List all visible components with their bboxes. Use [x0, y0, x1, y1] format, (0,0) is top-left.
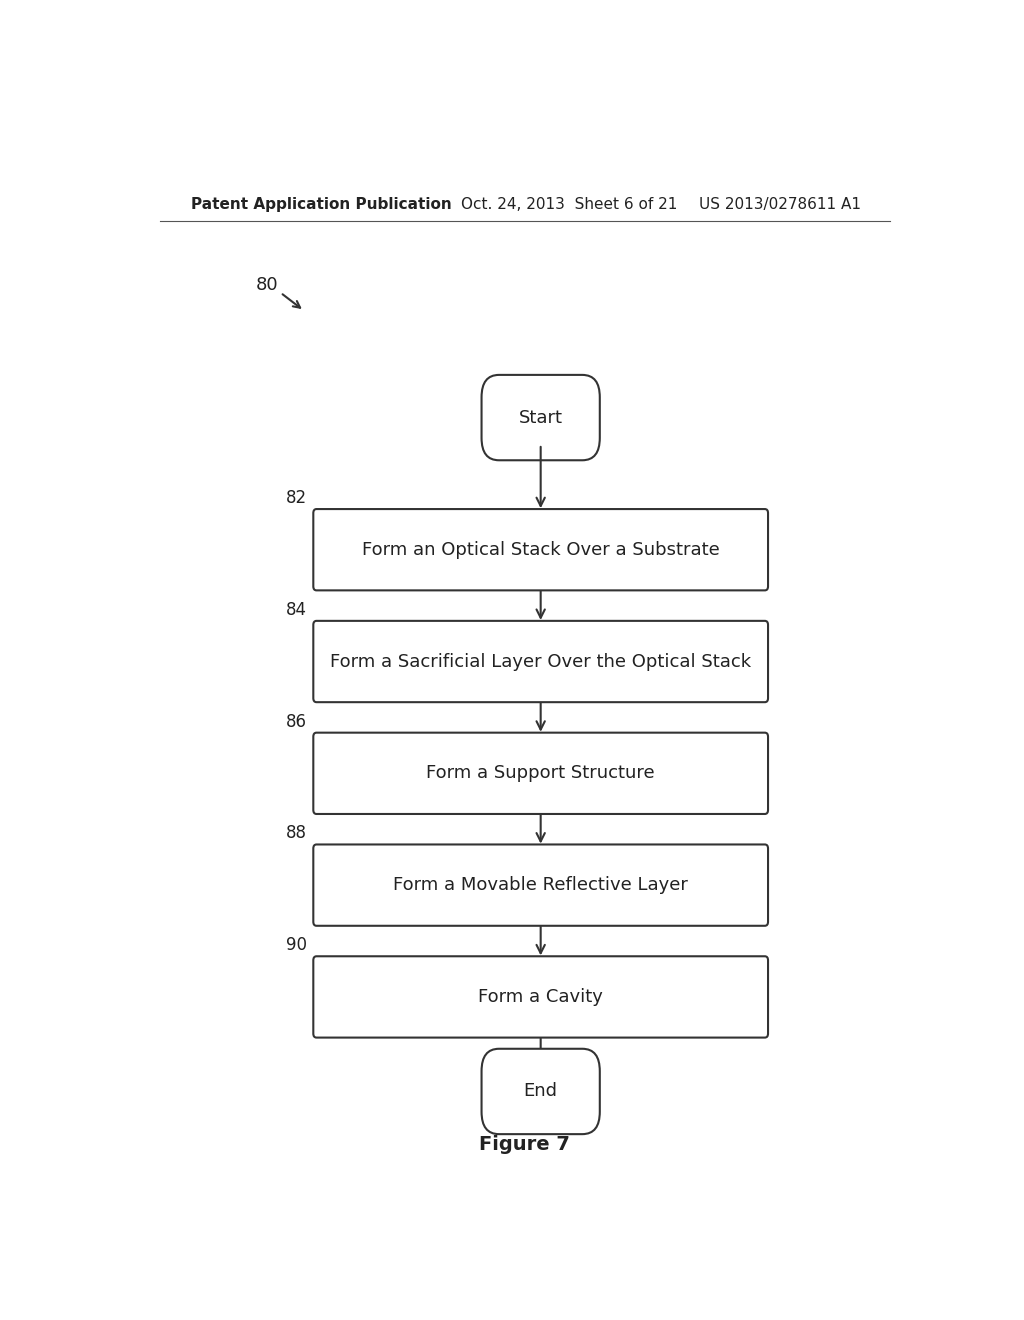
- Text: 86: 86: [287, 713, 307, 731]
- FancyBboxPatch shape: [313, 733, 768, 814]
- Text: Form a Movable Reflective Layer: Form a Movable Reflective Layer: [393, 876, 688, 894]
- FancyBboxPatch shape: [481, 1049, 600, 1134]
- Text: Form a Sacrificial Layer Over the Optical Stack: Form a Sacrificial Layer Over the Optica…: [330, 652, 752, 671]
- FancyBboxPatch shape: [313, 845, 768, 925]
- FancyBboxPatch shape: [313, 510, 768, 590]
- Text: 80: 80: [256, 276, 279, 294]
- Text: Form a Support Structure: Form a Support Structure: [426, 764, 655, 783]
- FancyBboxPatch shape: [313, 620, 768, 702]
- Text: Form an Optical Stack Over a Substrate: Form an Optical Stack Over a Substrate: [361, 541, 720, 558]
- Text: 88: 88: [287, 825, 307, 842]
- FancyBboxPatch shape: [481, 375, 600, 461]
- Text: US 2013/0278611 A1: US 2013/0278611 A1: [699, 197, 861, 211]
- FancyBboxPatch shape: [313, 956, 768, 1038]
- Text: 82: 82: [287, 488, 307, 507]
- Text: End: End: [523, 1082, 558, 1101]
- Text: Patent Application Publication: Patent Application Publication: [191, 197, 453, 211]
- Text: Form a Cavity: Form a Cavity: [478, 987, 603, 1006]
- Text: Start: Start: [519, 409, 562, 426]
- Text: 90: 90: [287, 936, 307, 954]
- Text: Figure 7: Figure 7: [479, 1135, 570, 1154]
- Text: 84: 84: [287, 601, 307, 619]
- Text: Oct. 24, 2013  Sheet 6 of 21: Oct. 24, 2013 Sheet 6 of 21: [461, 197, 678, 211]
